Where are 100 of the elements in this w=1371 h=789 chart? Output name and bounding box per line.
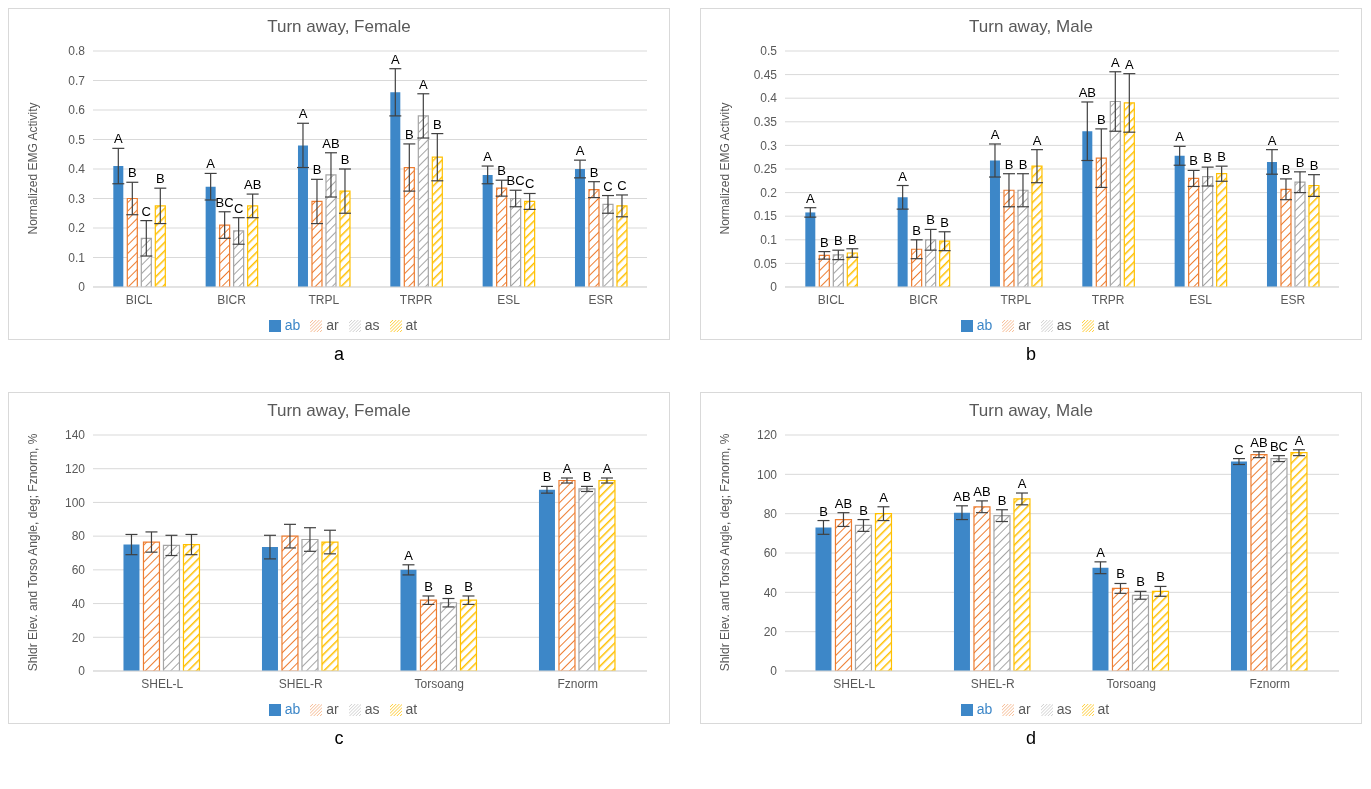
data-label: A [1032,132,1042,148]
bar [123,544,140,671]
y-tick-label: 0.45 [753,67,778,82]
y-tick-label: 0.3 [760,138,778,153]
data-label: B [1116,566,1125,582]
x-tick-label: ESR [1280,292,1306,307]
bar [598,479,616,671]
y-tick-label: 20 [763,624,778,639]
bar [834,518,853,671]
bar [1017,189,1029,287]
bar [417,115,429,287]
bar [805,212,816,287]
data-label: A [113,131,123,147]
chart-title: Turn away, Male [968,17,1094,38]
data-label: A [990,126,1000,142]
bar [113,166,124,287]
y-tick-label: 0.35 [753,115,778,130]
data-label: C [603,178,613,194]
data-label: A [602,460,612,476]
bar [1202,175,1214,287]
bar [496,187,508,287]
y-tick-label: 120 [756,428,778,443]
data-label: B [1004,156,1014,172]
y-tick-label: 0.25 [753,162,778,177]
data-label: B [940,214,949,230]
y-axis-title: Normalized EMG Activity [717,101,733,236]
bar [439,602,458,671]
y-tick-label: 0 [78,280,86,295]
x-tick-label: TRPL [308,292,340,307]
data-label: B [1096,111,1106,127]
y-tick-label: 100 [64,495,86,510]
bar [1151,590,1170,671]
bar [1003,189,1015,287]
legend-label: as [364,701,380,717]
data-label: B [1018,156,1028,172]
bar [1216,173,1228,287]
data-label: B [997,492,1007,508]
y-tick-label: 0.5 [68,132,86,147]
data-label: C [1234,441,1244,457]
y-tick-label: 0.2 [760,185,778,200]
y-tick-label: 80 [763,506,778,521]
legend-label: ab [976,317,993,333]
bar [911,248,923,287]
y-tick-label: 100 [756,467,778,482]
y-tick-label: 140 [64,428,86,443]
bar [403,166,415,287]
data-label: B [1203,150,1212,166]
y-tick-label: 0 [770,280,778,295]
x-tick-label: TRPR [399,292,433,307]
data-label: B [542,469,552,485]
y-tick-label: 0.4 [68,162,86,177]
legend-label: at [1097,701,1110,717]
y-tick-label: 0.6 [68,103,86,118]
legend-label: ab [284,317,301,333]
bar [815,527,832,671]
data-label: A [575,143,585,159]
bar [1294,181,1306,287]
y-axis-title: Shldr Elev. and Torso Angle, deg; Fznorm, % [717,432,733,672]
data-label: B [155,171,165,187]
x-tick-label: Torsoang [414,676,464,691]
data-label: BC [215,194,234,210]
y-tick-label: 40 [71,596,86,611]
y-tick-label: 60 [763,546,778,561]
legend-label: at [405,701,418,717]
bar [1109,100,1121,287]
bar [832,254,844,287]
chart-title: Turn away, Female [266,401,412,422]
x-tick-label: TRPL [1000,292,1032,307]
bar [925,239,937,287]
bar [247,205,259,287]
y-tick-label: 40 [763,585,778,600]
text: c [333,727,345,750]
data-label: A [483,149,493,165]
y-tick-label: 0.7 [68,73,86,88]
bar [321,541,339,671]
bar [846,252,858,287]
text: d [1025,727,1037,750]
bar [1092,567,1109,671]
bar [1280,188,1292,287]
bar [1013,498,1031,671]
bar [261,547,278,671]
data-label: BC [1269,438,1288,454]
bar [818,254,830,287]
bar [854,524,873,671]
bar [154,205,166,287]
bar [953,512,970,671]
x-tick-label: ESR [588,292,614,307]
data-label: A [206,156,216,172]
bar [459,599,478,671]
y-tick-label: 0.1 [68,250,86,265]
data-label: B [432,116,442,132]
bar [989,160,1000,287]
legend-label: as [1056,701,1072,717]
bar [558,479,576,671]
data-label: B [819,234,829,250]
data-label: A [1096,544,1106,560]
bar [142,541,161,671]
text: b [1025,343,1037,366]
data-label: B [819,503,828,519]
x-tick-label: BICR [909,292,939,307]
